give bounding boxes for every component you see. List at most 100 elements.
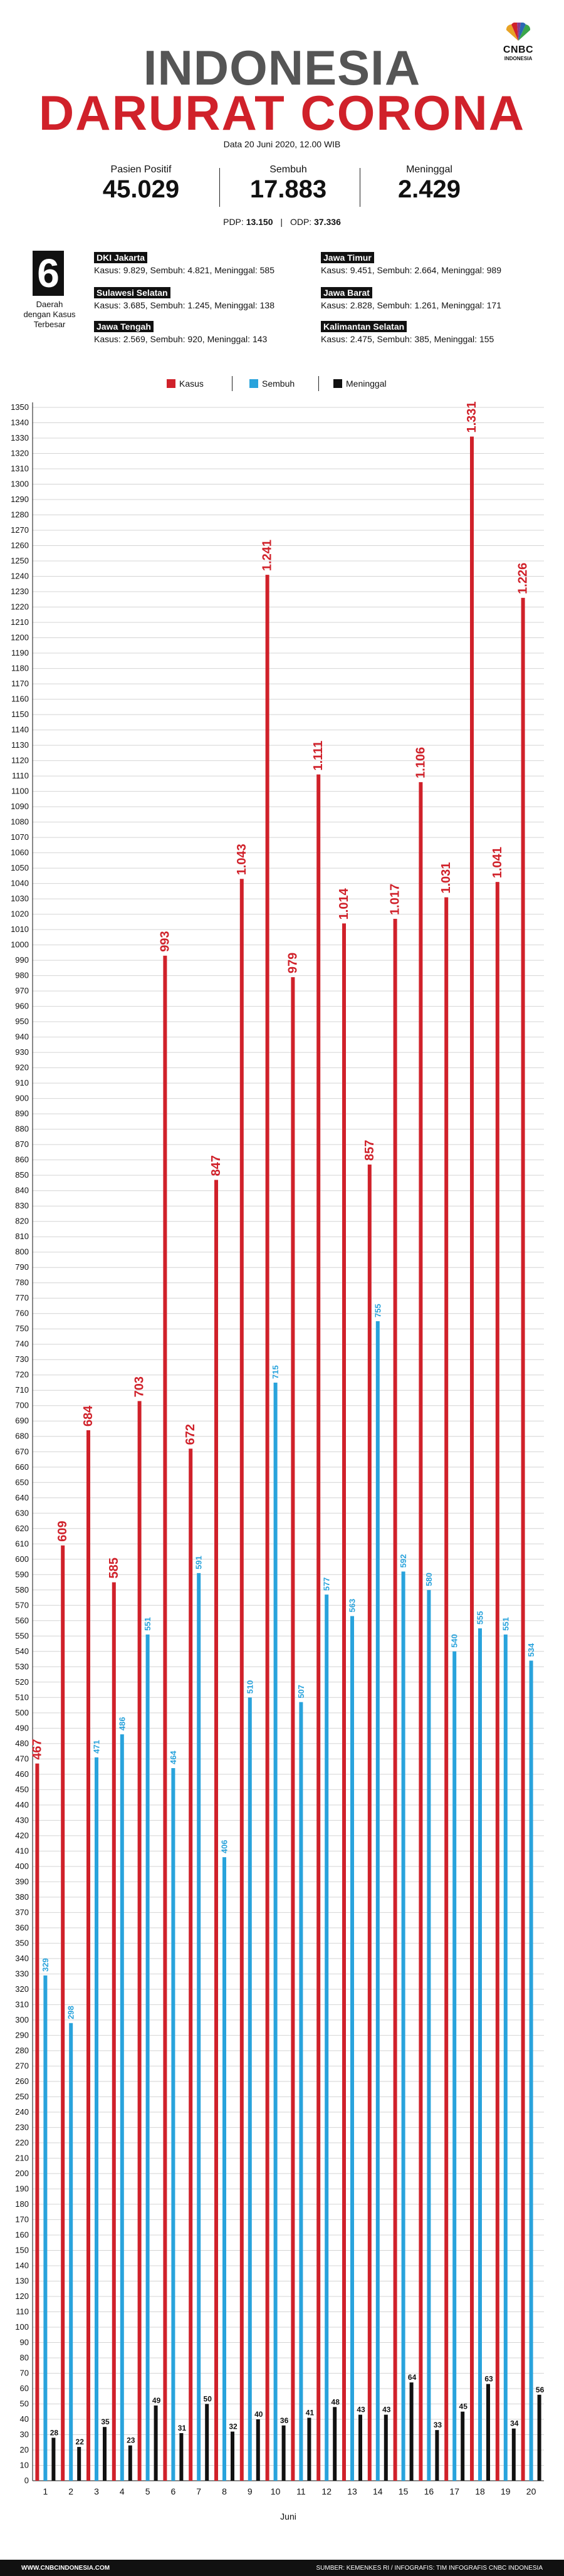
y-tick-label: 130: [15, 2276, 29, 2285]
bar-kasus: [214, 1180, 218, 2481]
bar-sembuh: [273, 1382, 278, 2481]
bar-meninggal: [358, 2414, 362, 2481]
y-tick-label: 230: [15, 2122, 29, 2132]
y-tick-label: 550: [15, 1631, 29, 1640]
legend-swatch-kasus: [167, 379, 175, 388]
logo-text: CNBC: [503, 45, 534, 55]
x-tick-label: 11: [296, 2486, 306, 2496]
y-tick-label: 1230: [11, 587, 29, 596]
y-tick-label: 1350: [11, 402, 29, 412]
y-tick-label: 280: [15, 2046, 29, 2055]
data-label-kasus: 993: [158, 931, 172, 951]
data-label-meninggal: 40: [254, 2410, 263, 2419]
y-tick-label: 570: [15, 1600, 29, 1610]
y-tick-label: 440: [15, 1800, 29, 1809]
data-label-meninggal: 43: [357, 2406, 365, 2414]
data-label-kasus: 1.043: [235, 844, 249, 875]
bar-meninggal: [103, 2427, 107, 2481]
legend-item-meninggal: Meninggal: [333, 379, 387, 391]
bar-sembuh: [375, 1321, 380, 2481]
data-label-meninggal: 64: [408, 2373, 417, 2382]
bar-meninggal: [154, 2405, 158, 2481]
y-tick-label: 60: [20, 2384, 29, 2393]
y-tick-label: 20: [20, 2445, 29, 2454]
y-tick-label: 1340: [11, 418, 29, 427]
y-tick-label: 1320: [11, 449, 29, 458]
data-label-sembuh: 551: [143, 1617, 152, 1631]
y-tick-label: 1260: [11, 541, 29, 550]
region-kalimantan-selatan: Kalimantan Selatan Kasus: 2.475, Sembuh:…: [321, 321, 494, 344]
data-label-sembuh: 406: [220, 1840, 229, 1853]
region-jawa-barat: Jawa Barat Kasus: 2.828, Sembuh: 1.261, …: [321, 287, 501, 310]
data-label-kasus: 609: [56, 1521, 70, 1541]
x-tick-label: 2: [68, 2486, 73, 2496]
bar-kasus: [35, 1763, 39, 2481]
y-tick-label: 630: [15, 1508, 29, 1517]
y-tick-label: 770: [15, 1293, 29, 1302]
region-name: DKI Jakarta: [94, 252, 148, 263]
bar-meninggal: [435, 2430, 439, 2481]
region-name: Jawa Tengah: [94, 321, 154, 332]
data-label-sembuh: 507: [296, 1685, 306, 1699]
y-tick-label: 1080: [11, 817, 29, 827]
region-jawa-timur: Jawa Timur Kasus: 9.451, Sembuh: 2.664, …: [321, 252, 501, 275]
bar-kasus: [189, 1448, 193, 2481]
y-tick-label: 640: [15, 1493, 29, 1502]
bar-sembuh: [503, 1634, 508, 2481]
y-tick-label: 560: [15, 1616, 29, 1625]
odp-value: 37.336: [314, 217, 341, 227]
x-tick-label: 10: [271, 2486, 281, 2496]
y-tick-label: 330: [15, 1969, 29, 1978]
y-tick-label: 1170: [11, 679, 29, 688]
y-tick-label: 110: [16, 2306, 29, 2316]
y-tick-label: 920: [15, 1063, 29, 1072]
data-label-kasus: 585: [107, 1558, 121, 1578]
data-label-kasus: 1.111: [311, 741, 325, 771]
legend-swatch-meninggal: [333, 379, 342, 388]
y-tick-label: 780: [15, 1278, 29, 1287]
region-name: Sulawesi Selatan: [94, 287, 170, 298]
y-tick-label: 1160: [11, 694, 29, 704]
data-label-kasus: 684: [81, 1405, 95, 1427]
y-tick-label: 740: [15, 1339, 29, 1349]
y-tick-label: 760: [15, 1309, 29, 1318]
y-tick-label: 530: [15, 1662, 29, 1671]
y-tick-label: 800: [15, 1247, 29, 1257]
data-label-sembuh: 563: [348, 1599, 357, 1613]
data-label-sembuh: 755: [373, 1304, 382, 1317]
data-label-sembuh: 577: [322, 1577, 332, 1591]
bar-meninggal: [384, 2414, 388, 2481]
y-tick-label: 410: [15, 1846, 29, 1855]
legend-item-sembuh: Sembuh: [249, 379, 295, 391]
bar-sembuh: [350, 1616, 354, 2481]
footer-source: SUMBER: KEMENKES RI / INFOGRAFIS: TIM IN…: [316, 2565, 543, 2572]
data-label-kasus: 1.226: [516, 563, 530, 594]
x-tick-label: 16: [424, 2486, 434, 2496]
y-tick-label: 450: [15, 1784, 29, 1794]
y-tick-label: 930: [15, 1047, 29, 1057]
bar-sembuh: [299, 1702, 303, 2481]
data-label-kasus: 847: [209, 1155, 223, 1176]
y-tick-label: 340: [15, 1954, 29, 1963]
y-tick-label: 860: [15, 1155, 29, 1165]
bar-sembuh: [427, 1589, 431, 2481]
stat-sembuh-value: 17.883: [249, 175, 327, 203]
data-label-kasus: 1.014: [337, 887, 351, 919]
y-tick-label: 270: [15, 2061, 29, 2070]
bar-kasus: [86, 1430, 90, 2481]
y-tick-label: 730: [15, 1354, 29, 1364]
region-detail: Kasus: 2.828, Sembuh: 1.261, Meninggal: …: [321, 300, 501, 310]
data-label-sembuh: 580: [424, 1573, 434, 1586]
y-tick-label: 880: [15, 1124, 29, 1134]
y-tick-label: 90: [20, 2337, 29, 2347]
region-jawa-tengah: Jawa Tengah Kasus: 2.569, Sembuh: 920, M…: [94, 321, 267, 344]
x-tick-label: 6: [171, 2486, 176, 2496]
y-tick-label: 580: [15, 1585, 29, 1594]
bar-meninggal: [307, 2417, 311, 2481]
stat-positif-label: Pasien Positif: [110, 164, 172, 175]
y-tick-label: 700: [15, 1401, 29, 1410]
region-name: Kalimantan Selatan: [321, 321, 407, 332]
bar-sembuh: [325, 1594, 329, 2481]
x-tick-label: 19: [501, 2486, 511, 2496]
bar-meninggal: [77, 2447, 81, 2481]
